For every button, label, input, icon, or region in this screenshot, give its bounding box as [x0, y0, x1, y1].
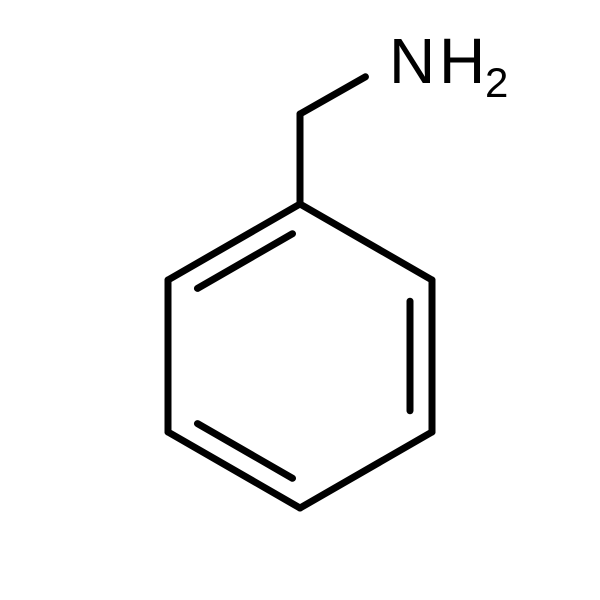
- bond: [300, 77, 365, 114]
- bond: [300, 432, 432, 508]
- atom-label-sub2: 2: [485, 59, 508, 106]
- bond: [197, 234, 292, 289]
- atom-label-N: N: [389, 25, 435, 97]
- bond: [197, 424, 292, 479]
- molecule-structure: N H 2: [0, 0, 600, 600]
- bonds-layer: [168, 77, 432, 508]
- bond: [300, 204, 432, 280]
- atom-label-H: H: [439, 25, 485, 97]
- labels-layer: N H 2: [389, 25, 508, 106]
